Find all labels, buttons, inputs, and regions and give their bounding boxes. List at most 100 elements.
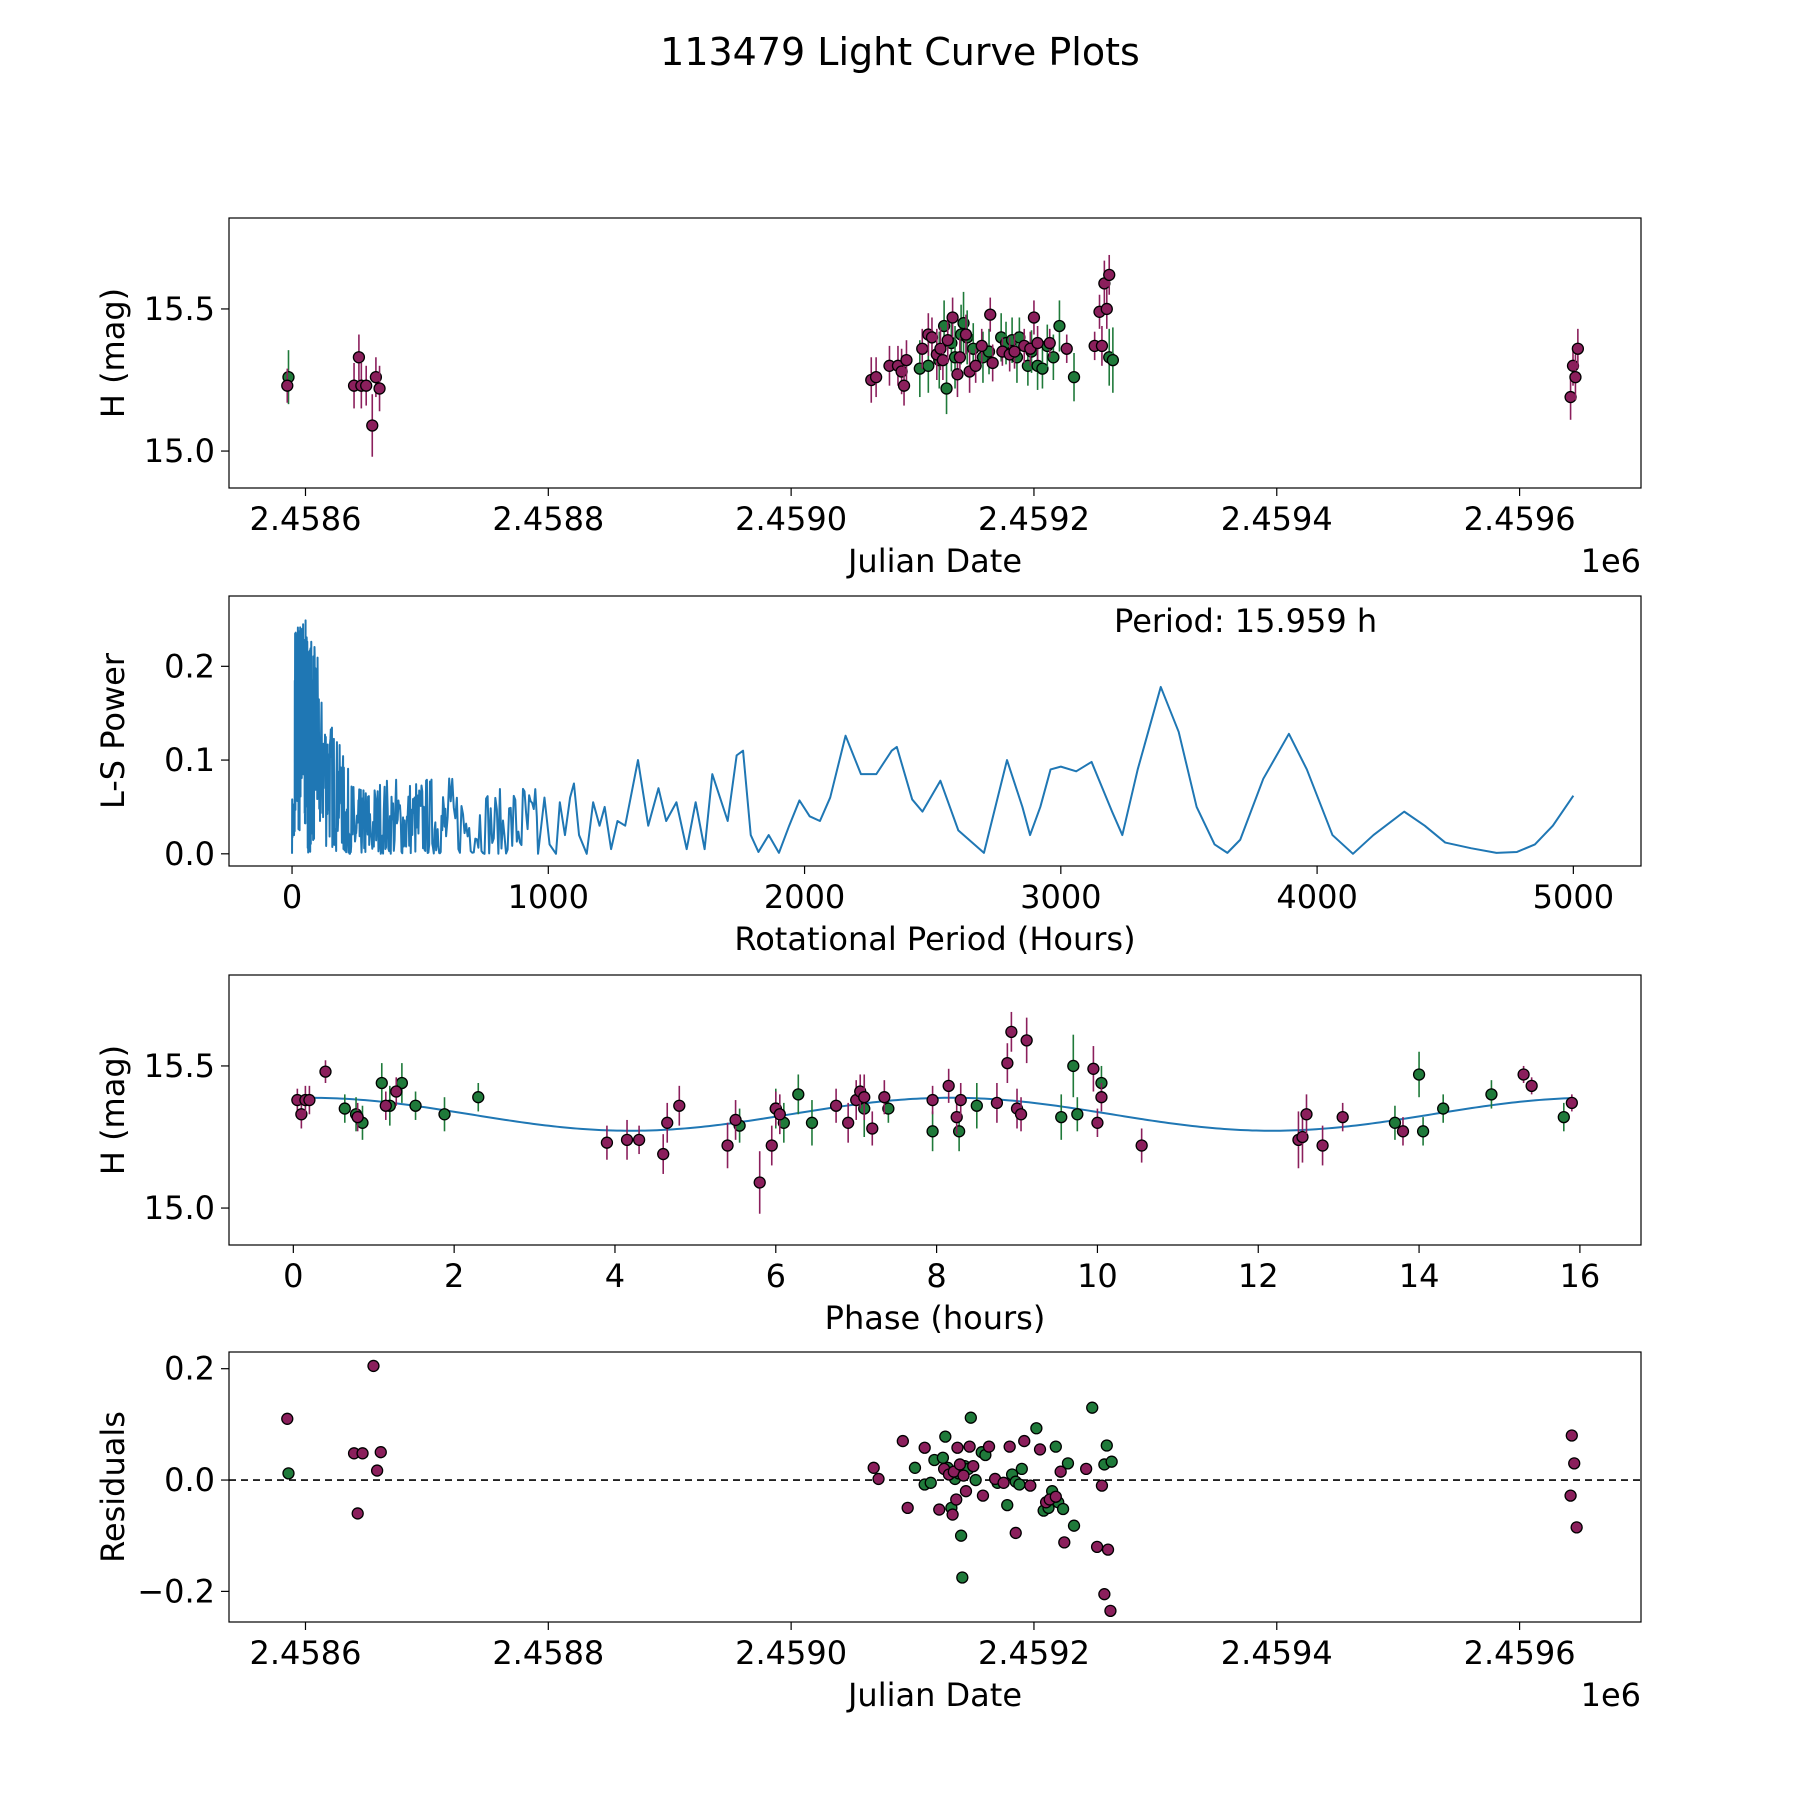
data-point-g [952, 1125, 966, 1138]
y-tick-label: 0.2 [164, 647, 215, 685]
data-point-r [957, 1469, 970, 1482]
data-point-r [1060, 342, 1073, 355]
y-axis-label: Residuals [94, 1411, 132, 1563]
data-point-r [918, 1441, 931, 1454]
x-tick-label: 2 [444, 1257, 464, 1295]
data-point-r [954, 1093, 967, 1107]
y-tick-label: 0.2 [164, 1350, 215, 1388]
data-point-r [1564, 390, 1577, 404]
data-point-r [1517, 1068, 1530, 1081]
x-tick-label: 2.4592 [978, 1634, 1090, 1672]
data-point-r [765, 1139, 778, 1152]
x-tick-label: 2.4590 [735, 500, 847, 538]
data-point-r [1027, 311, 1041, 324]
data-point-r [367, 1359, 380, 1373]
data-point-r [1564, 1489, 1577, 1502]
data-point-g [1049, 1440, 1062, 1453]
data-point-r [721, 1139, 734, 1152]
x-axis-label: Phase (hours) [825, 1299, 1046, 1337]
data-point-g [1100, 1439, 1113, 1452]
data-point-g [438, 1108, 451, 1121]
data-point-r [1009, 1526, 1022, 1540]
x-tick-label: 2.4594 [1221, 500, 1333, 538]
data-point-r [657, 1147, 670, 1161]
x-tick-label: 4000 [1276, 878, 1357, 916]
y-tick-label: 0.0 [164, 835, 215, 873]
data-point-g [1485, 1088, 1498, 1101]
page-title: 113479 Light Curve Plots [660, 30, 1140, 74]
data-point-g [936, 1451, 950, 1464]
plot-area [291, 619, 1575, 855]
data-point-r [895, 365, 908, 378]
periodogram-panel: Period: 15.959 h 0 1000 2000 3000 4000 5000 0.0… [94, 595, 1642, 958]
data-point-r [661, 1116, 674, 1129]
data-point-g [924, 1476, 937, 1489]
data-point-r [997, 1476, 1010, 1489]
data-point-r [1570, 1521, 1583, 1534]
x-tick-label: 2.4596 [1464, 500, 1576, 538]
data-point-r [901, 1501, 914, 1515]
data-point-g [1001, 1498, 1014, 1512]
data-point-g [939, 1430, 952, 1443]
data-point-r [936, 353, 950, 367]
data-point-r [351, 1110, 364, 1124]
data-point-g [1013, 1478, 1026, 1491]
y-axis-label: H (mag) [94, 1045, 132, 1175]
data-point-r [869, 371, 883, 384]
data-point-r [986, 356, 999, 370]
data-point-r [295, 1108, 308, 1121]
data-point-r [950, 1110, 963, 1124]
data-point-g [970, 1099, 983, 1112]
residuals-panel: 2.4586 2.4588 2.4590 2.4592 2.4594 2.4596 −0.2… [94, 1350, 1642, 1714]
data-point-r [858, 1091, 871, 1104]
x-tick-label: 12 [1238, 1257, 1279, 1295]
x-tick-label: 0 [282, 878, 302, 916]
data-point-g [805, 1116, 819, 1129]
y-tick-label: 0.1 [164, 741, 215, 779]
data-point-r [1565, 1429, 1578, 1442]
data-point-r [896, 1434, 909, 1448]
x-tick-label: 2.4588 [492, 500, 604, 538]
y-tick-label: −0.2 [137, 1572, 215, 1610]
data-point-r [1001, 1056, 1014, 1070]
data-point-r [950, 1493, 963, 1506]
data-point-g [1036, 362, 1049, 375]
data-point-r [379, 1099, 392, 1112]
x-axis-label: Rotational Period (Hours) [734, 920, 1135, 958]
data-point-r [600, 1136, 614, 1149]
x-tick-label: 5000 [1533, 878, 1614, 916]
data-point-g [882, 1102, 895, 1115]
data-point-r [1103, 268, 1116, 281]
data-point-r [1018, 1434, 1031, 1448]
data-point-g [940, 382, 953, 395]
data-point-g [1055, 1110, 1068, 1124]
y-tick-label: 15.0 [144, 432, 215, 470]
data-point-g [1086, 1401, 1099, 1414]
data-point-r [1014, 1108, 1028, 1121]
x-tick-label: 10 [1077, 1257, 1118, 1295]
data-point-g [375, 1076, 388, 1090]
data-point-r [975, 339, 988, 353]
data-point-r [953, 1458, 967, 1471]
data-point-r [1101, 1543, 1115, 1556]
data-point-g [1416, 1125, 1430, 1138]
data-point-r [1008, 345, 1021, 358]
data-point-g [1437, 1102, 1450, 1115]
x-tick-label: 6 [766, 1257, 786, 1295]
x-tick-label: 2000 [764, 878, 845, 916]
data-point-r [370, 1464, 384, 1477]
data-point-r [1090, 1540, 1104, 1553]
data-point-r [963, 1440, 976, 1453]
data-point-r [1080, 1462, 1093, 1476]
data-point-r [351, 1507, 364, 1520]
data-point-r [1031, 336, 1044, 350]
data-point-g [792, 1088, 805, 1101]
phased-panel: 0 2 4 6 8 10 12 14 16 15.0 15.5 Phase (hours) H (mag… [94, 974, 1642, 1337]
data-point-r [1296, 1130, 1309, 1144]
data-point-r [1087, 1062, 1100, 1075]
data-point-r [990, 1096, 1004, 1110]
x-tick-label: 2.4590 [735, 1634, 847, 1672]
x-tick-label: 1000 [508, 878, 589, 916]
data-point-r [1049, 1490, 1062, 1503]
data-point-r [1566, 359, 1580, 372]
